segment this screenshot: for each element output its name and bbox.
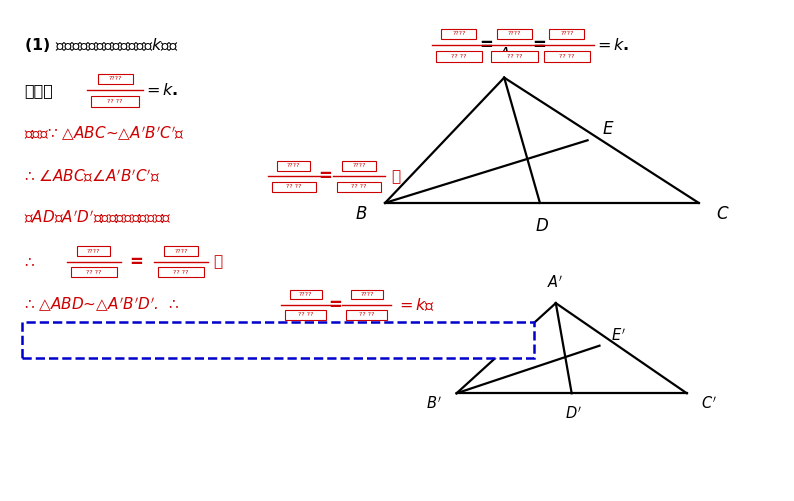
FancyBboxPatch shape [77,246,110,256]
Text: 又$AD$，$A'D'$分别为对应边的中线，: 又$AD$，$A'D'$分别为对应边的中线， [24,209,172,226]
FancyBboxPatch shape [22,322,534,358]
FancyBboxPatch shape [346,310,387,320]
Text: $E'$: $E'$ [611,327,626,344]
Text: 求证：: 求证： [24,83,52,98]
Text: =: = [328,296,342,314]
FancyBboxPatch shape [158,267,204,277]
Text: $=k$.: $=k$. [143,82,179,98]
Text: ????: ???? [507,32,522,36]
Text: $= k$．: $= k$． [396,296,435,313]
Text: ．: ． [213,254,222,269]
FancyBboxPatch shape [98,74,133,84]
Text: ∴: ∴ [24,254,33,269]
Text: =: = [532,36,546,54]
FancyBboxPatch shape [91,96,139,107]
Text: ?? ??: ?? ?? [86,270,102,275]
Text: $B'$: $B'$ [426,396,442,412]
Text: ????: ???? [360,292,374,297]
Text: ∴ ∠$ABC$＝∠$A'B'C'$，: ∴ ∠$ABC$＝∠$A'B'C'$， [24,168,160,185]
FancyBboxPatch shape [71,267,117,277]
FancyBboxPatch shape [164,246,198,256]
Text: $D'$: $D'$ [565,405,582,422]
Text: ?? ??: ?? ?? [451,54,467,59]
Text: ∴ △$ABD$∼△$A'B'D'$.  ∴: ∴ △$ABD$∼△$A'B'D'$. ∴ [24,296,179,314]
Text: 证明：∵ △$ABC$∼△$A'B'C'$，: 证明：∵ △$ABC$∼△$A'B'C'$， [24,125,184,143]
Text: (1) 已知：两个三角形相似比为$k$，即: (1) 已知：两个三角形相似比为$k$，即 [24,36,179,54]
Text: $=k$.: $=k$. [594,37,630,53]
Text: $C$: $C$ [716,205,730,223]
Text: ?? ??: ?? ?? [286,184,302,189]
Text: ?? ??: ?? ?? [173,270,189,275]
Text: =: = [479,36,493,54]
FancyBboxPatch shape [436,51,482,62]
Text: $D$: $D$ [534,217,549,235]
FancyBboxPatch shape [497,29,532,39]
FancyBboxPatch shape [285,310,326,320]
FancyBboxPatch shape [351,290,383,299]
Text: ????: ???? [108,77,122,81]
Text: $E$: $E$ [602,120,615,138]
Text: ????: ???? [287,163,301,168]
Text: =: = [318,167,333,185]
Text: ?? ??: ?? ?? [351,184,367,189]
Text: ????: ???? [87,248,101,254]
Text: ?? ??: ?? ?? [507,54,522,59]
FancyBboxPatch shape [342,161,376,171]
Text: $A'$: $A'$ [548,275,564,291]
FancyBboxPatch shape [277,161,310,171]
Text: ????: ???? [299,292,313,297]
FancyBboxPatch shape [272,182,315,192]
FancyBboxPatch shape [337,182,381,192]
Text: ；: ； [391,169,400,184]
Text: ?? ??: ?? ?? [298,313,314,317]
Text: ????: ???? [174,248,188,254]
Text: ????: ???? [560,32,574,36]
Text: ?? ??: ?? ?? [107,99,123,104]
Text: 结论：相似三角形对应的中线的比也等于相似比．: 结论：相似三角形对应的中线的比也等于相似比． [172,333,384,348]
Text: ?? ??: ?? ?? [559,54,575,59]
FancyBboxPatch shape [441,29,476,39]
FancyBboxPatch shape [491,51,538,62]
Text: $A$: $A$ [498,46,511,64]
Text: ?? ??: ?? ?? [359,313,375,317]
Text: ????: ???? [452,32,466,36]
Text: $B$: $B$ [355,205,368,223]
FancyBboxPatch shape [544,51,590,62]
Text: ????: ???? [352,163,366,168]
Text: =: = [129,253,144,271]
FancyBboxPatch shape [290,290,322,299]
FancyBboxPatch shape [549,29,584,39]
Text: $C'$: $C'$ [701,396,717,412]
